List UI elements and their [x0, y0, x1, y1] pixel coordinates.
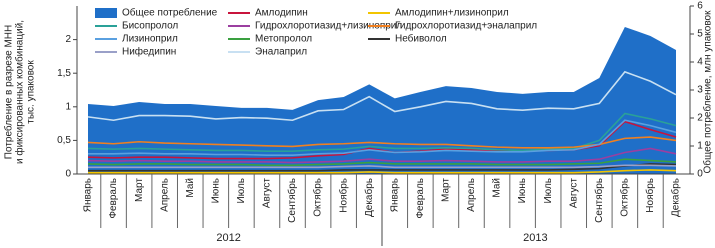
x-tick-label: Июль [543, 178, 554, 204]
y2-tick-label: 1 [697, 141, 703, 152]
y-tick-label: 0,5 [57, 135, 71, 146]
legend-label: Лизиноприл [122, 34, 178, 45]
x-tick-label: Апрель [466, 178, 477, 212]
line [87, 158, 677, 167]
legend-label: Амлодипин+лизиноприл [395, 8, 509, 19]
legend-label: Метопролол [255, 34, 312, 45]
legend-label: Амлодипин [255, 8, 308, 19]
y-tick-label: 1 [65, 101, 71, 112]
line [88, 169, 677, 174]
legend-label: Нифедипин [122, 46, 176, 58]
legend-label: Гидрохлоротиазид+лизиноприл [255, 21, 402, 32]
x-tick-label: Февраль [415, 178, 426, 219]
y-tick-label: 1,5 [57, 68, 71, 79]
y-axis-title: тыс. упаковок [26, 60, 37, 124]
legend-label: Гидрохлоротиазид+эналаприл [395, 21, 537, 32]
year-label: 2013 [523, 232, 547, 244]
legend-label: Бисопролол [122, 21, 178, 32]
x-tick-label: Январь [389, 178, 400, 212]
x-tick-label: Сентябрь [286, 178, 298, 223]
x-tick-label: Август [262, 178, 273, 209]
y-axis-title: и фиксированных комбинаций, [14, 20, 26, 164]
x-tick-label: Ноябрь [644, 178, 656, 213]
line [88, 119, 677, 156]
y2-tick-label: 6 [697, 1, 703, 12]
line [88, 163, 677, 172]
x-tick-label: Июль [236, 178, 247, 204]
legend-label: Небиволол [395, 33, 447, 45]
line [87, 136, 677, 149]
x-tick-label: Апрель [159, 178, 170, 212]
x-tick-label: Июнь [517, 178, 528, 203]
y-tick-label: 2 [65, 34, 71, 45]
y2-tick-label: 0 [697, 169, 703, 180]
x-tick-label: Март [441, 178, 452, 202]
line [87, 147, 677, 164]
x-tick-label: Декабрь [363, 178, 375, 217]
line [88, 164, 677, 169]
x-tick-label: Май [492, 178, 503, 198]
x-tick-label: Октябрь [312, 178, 324, 217]
area [88, 27, 676, 174]
year-label: 2012 [216, 232, 240, 244]
y2-axis-title: Общее потребление, млн упаковок [702, 10, 714, 174]
x-tick-label: Август [568, 178, 579, 209]
legend-label: Эналаприл [255, 47, 307, 58]
x-tick-label: Ноябрь [337, 178, 349, 213]
y2-tick-label: 3 [697, 85, 703, 96]
x-tick-label: Март [134, 178, 145, 202]
x-tick-label: Июнь [210, 178, 221, 203]
legend-label: Общее потребление [122, 7, 218, 19]
x-tick-label: Февраль [108, 178, 119, 219]
y-tick-label: 0 [65, 169, 71, 180]
y2-tick-label: 2 [697, 113, 703, 124]
line [87, 70, 677, 122]
x-tick-label: Декабрь [670, 178, 682, 217]
x-tick-label: Сентябрь [593, 178, 605, 223]
x-tick-label: Январь [83, 178, 94, 212]
legend-swatch [95, 8, 117, 18]
y2-tick-label: 5 [697, 29, 703, 40]
x-tick-label: Май [185, 178, 196, 198]
y-axis-title: Потребление в разрезе МНН [3, 25, 15, 159]
x-tick-label: Октябрь [619, 178, 631, 217]
y2-tick-label: 4 [697, 57, 703, 68]
